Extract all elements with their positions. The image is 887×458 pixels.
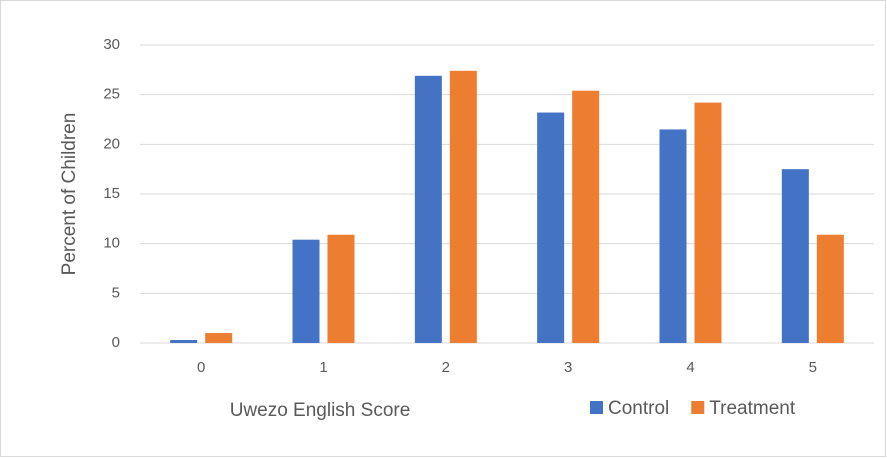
y-tick-label: 5	[112, 284, 120, 301]
bar	[414, 75, 442, 343]
legend-swatch	[691, 401, 705, 414]
bar	[449, 70, 477, 344]
y-tick-label: 25	[103, 86, 120, 103]
legend-label: Control	[608, 398, 669, 419]
y-tick-label: 0	[112, 334, 120, 351]
bar	[205, 333, 233, 343]
x-tick-label: 3	[564, 359, 572, 376]
y-axis-title: Percent of Children	[59, 113, 80, 276]
x-axis-title: Uwezo English Score	[230, 400, 411, 421]
y-tick-label: 15	[103, 185, 120, 202]
bar	[659, 129, 687, 343]
bar	[781, 169, 809, 343]
bar	[694, 102, 722, 343]
bar	[292, 239, 320, 343]
x-tick-label: 0	[197, 359, 205, 376]
bar	[170, 340, 198, 343]
x-tick-label: 4	[686, 359, 694, 376]
y-tick-label: 30	[103, 36, 120, 53]
bar	[816, 234, 844, 343]
bar	[572, 90, 600, 344]
bar	[327, 234, 355, 343]
x-tick-label: 2	[442, 359, 450, 376]
x-tick-label: 5	[809, 359, 817, 376]
x-tick-label: 1	[319, 359, 327, 376]
y-tick-label: 10	[103, 235, 120, 252]
legend-swatch	[590, 401, 603, 414]
y-tick-label: 20	[103, 135, 120, 152]
legend-label: Treatment	[709, 398, 796, 419]
bar	[537, 112, 565, 344]
